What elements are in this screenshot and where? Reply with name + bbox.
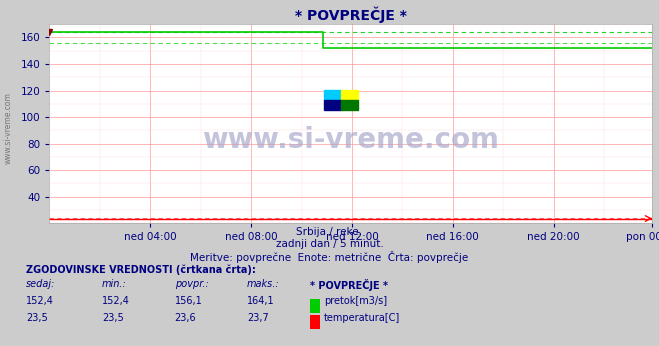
Text: sedaj:: sedaj: [26, 279, 56, 289]
Text: pretok[m3/s]: pretok[m3/s] [324, 296, 387, 306]
Text: zadnji dan / 5 minut.: zadnji dan / 5 minut. [275, 239, 384, 249]
Text: 23,5: 23,5 [102, 313, 124, 323]
Text: www.si-vreme.com: www.si-vreme.com [3, 92, 13, 164]
Bar [341, 90, 358, 100]
Title: * POVPREČJE *: * POVPREČJE * [295, 7, 407, 23]
Bar [341, 100, 358, 110]
Text: Srbija / reke.: Srbija / reke. [297, 227, 362, 237]
Text: 23,7: 23,7 [247, 313, 269, 323]
Bar [324, 90, 341, 100]
Text: www.si-vreme.com: www.si-vreme.com [202, 126, 500, 154]
Text: Meritve: povprečne  Enote: metrične  Črta: povprečje: Meritve: povprečne Enote: metrične Črta:… [190, 251, 469, 263]
Text: povpr.:: povpr.: [175, 279, 208, 289]
Text: min.:: min.: [102, 279, 127, 289]
Text: ZGODOVINSKE VREDNOSTI (črtkana črta):: ZGODOVINSKE VREDNOSTI (črtkana črta): [26, 265, 256, 275]
Text: * POVPREČJE *: * POVPREČJE * [310, 279, 387, 291]
Text: maks.:: maks.: [247, 279, 280, 289]
Text: 23,5: 23,5 [26, 313, 48, 323]
Text: 152,4: 152,4 [26, 296, 54, 306]
Bar [324, 100, 341, 110]
Text: temperatura[C]: temperatura[C] [324, 313, 401, 323]
Text: 164,1: 164,1 [247, 296, 275, 306]
Text: 152,4: 152,4 [102, 296, 130, 306]
Text: 23,6: 23,6 [175, 313, 196, 323]
Text: 156,1: 156,1 [175, 296, 202, 306]
